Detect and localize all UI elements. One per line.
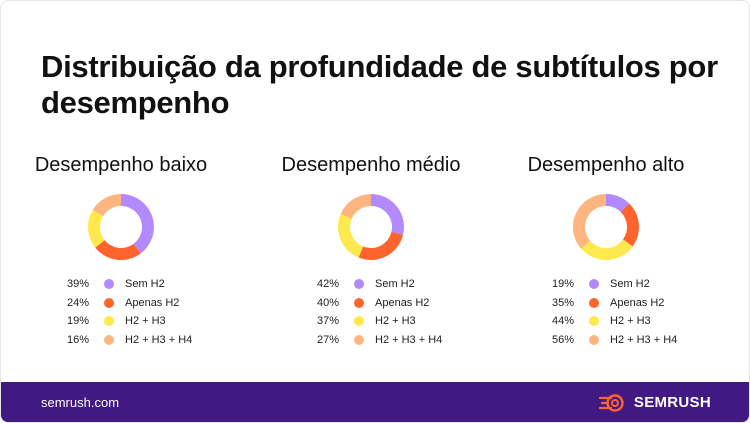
legend-label: Sem H2 (610, 278, 650, 290)
legend-item: 37% H2 + H3 (301, 312, 491, 331)
legend-swatch (589, 279, 599, 289)
chart-subtitle: Desempenho baixo (34, 154, 208, 176)
legend-value: 35% (551, 296, 574, 309)
legend-label: Apenas H2 (610, 296, 665, 309)
legend-label: H2 + H3 (375, 315, 416, 327)
legend-swatch (589, 297, 599, 308)
legend-label: Sem H2 (125, 278, 165, 290)
legend-swatch (589, 316, 599, 326)
legend-item: 27% H2 + H3 + H4 (301, 331, 491, 350)
footer-bar: semrush.com SEMRUSH (1, 382, 749, 422)
donut-slice (95, 240, 141, 260)
legend-value: 37% (316, 315, 339, 327)
legend-value: 16% (66, 333, 89, 346)
legend-swatch (354, 279, 364, 289)
legend-item: 19% Sem H2 (536, 275, 726, 294)
donut-slice (606, 194, 630, 213)
legend-swatch (354, 334, 364, 345)
footer-url: semrush.com (41, 395, 120, 410)
chart-legend: 19% Sem H2 35% Apenas H2 44% H2 + H3 56% H2 + H… (536, 275, 726, 349)
legend-swatch (104, 279, 114, 289)
legend-label: H2 + H3 + H4 (610, 333, 678, 346)
legend-swatch (104, 297, 114, 308)
legend-swatch (589, 334, 599, 345)
legend-value: 24% (66, 296, 89, 309)
chart-title: Distribuição da profundidade de subtítul… (41, 49, 718, 120)
chart-subtitle: Desempenho alto (527, 154, 685, 176)
legend-swatch (104, 316, 114, 326)
legend-item: 19% H2 + H3 (51, 312, 241, 331)
chart-legend: 42% Sem H2 40% Apenas H2 37% H2 + H3 27% H2 + H… (301, 275, 491, 349)
legend-item: 16% H2 + H3 + H4 (51, 331, 241, 350)
donut-slice (88, 209, 105, 248)
chart-subtitle: Desempenho médio (281, 154, 461, 176)
legend-item: 56% H2 + H3 + H4 (536, 331, 726, 350)
legend-item: 40% Apenas H2 (301, 294, 491, 313)
legend-item: 44% H2 + H3 (536, 312, 726, 331)
legend-value: 27% (316, 333, 339, 346)
chart-legend: 39% Sem H2 24% Apenas H2 19% H2 + H3 16% H2 + H… (51, 275, 241, 349)
semrush-fire-icon (599, 394, 624, 412)
donut-chart (573, 194, 639, 260)
donut-slice (340, 194, 371, 219)
legend-value: 40% (316, 296, 339, 309)
donut-slice (338, 213, 364, 258)
legend-item: 35% Apenas H2 (536, 294, 726, 313)
brand-name: SEMRUSH (633, 394, 711, 411)
legend-swatch (354, 297, 364, 308)
donut-chart (88, 194, 154, 260)
legend-swatch (354, 316, 364, 326)
legend-swatch (104, 334, 114, 345)
legend-value: 42% (316, 278, 339, 290)
legend-value: 19% (66, 315, 89, 327)
legend-item: 42% Sem H2 (301, 275, 491, 294)
legend-label: H2 + H3 (610, 315, 651, 327)
legend-label: Sem H2 (375, 278, 415, 290)
donut-slice (620, 203, 639, 247)
legend-label: Apenas H2 (125, 296, 180, 309)
donut-slice (92, 194, 121, 217)
donut-slice (581, 239, 633, 260)
legend-item: 24% Apenas H2 (51, 294, 241, 313)
donut-slice (121, 194, 154, 254)
legend-item: 39% Sem H2 (51, 275, 241, 294)
donut-slice (371, 194, 404, 235)
legend-value: 39% (66, 278, 89, 290)
donut-slice (358, 231, 404, 260)
legend-value: 44% (551, 315, 574, 327)
legend-label: H2 + H3 (125, 315, 166, 327)
legend-label: Apenas H2 (375, 296, 430, 309)
donut-slice (573, 194, 606, 249)
legend-value: 56% (551, 333, 574, 346)
donut-chart (338, 194, 404, 260)
legend-label: H2 + H3 + H4 (125, 333, 193, 346)
legend-label: H2 + H3 + H4 (375, 333, 443, 346)
legend-value: 19% (551, 278, 574, 290)
